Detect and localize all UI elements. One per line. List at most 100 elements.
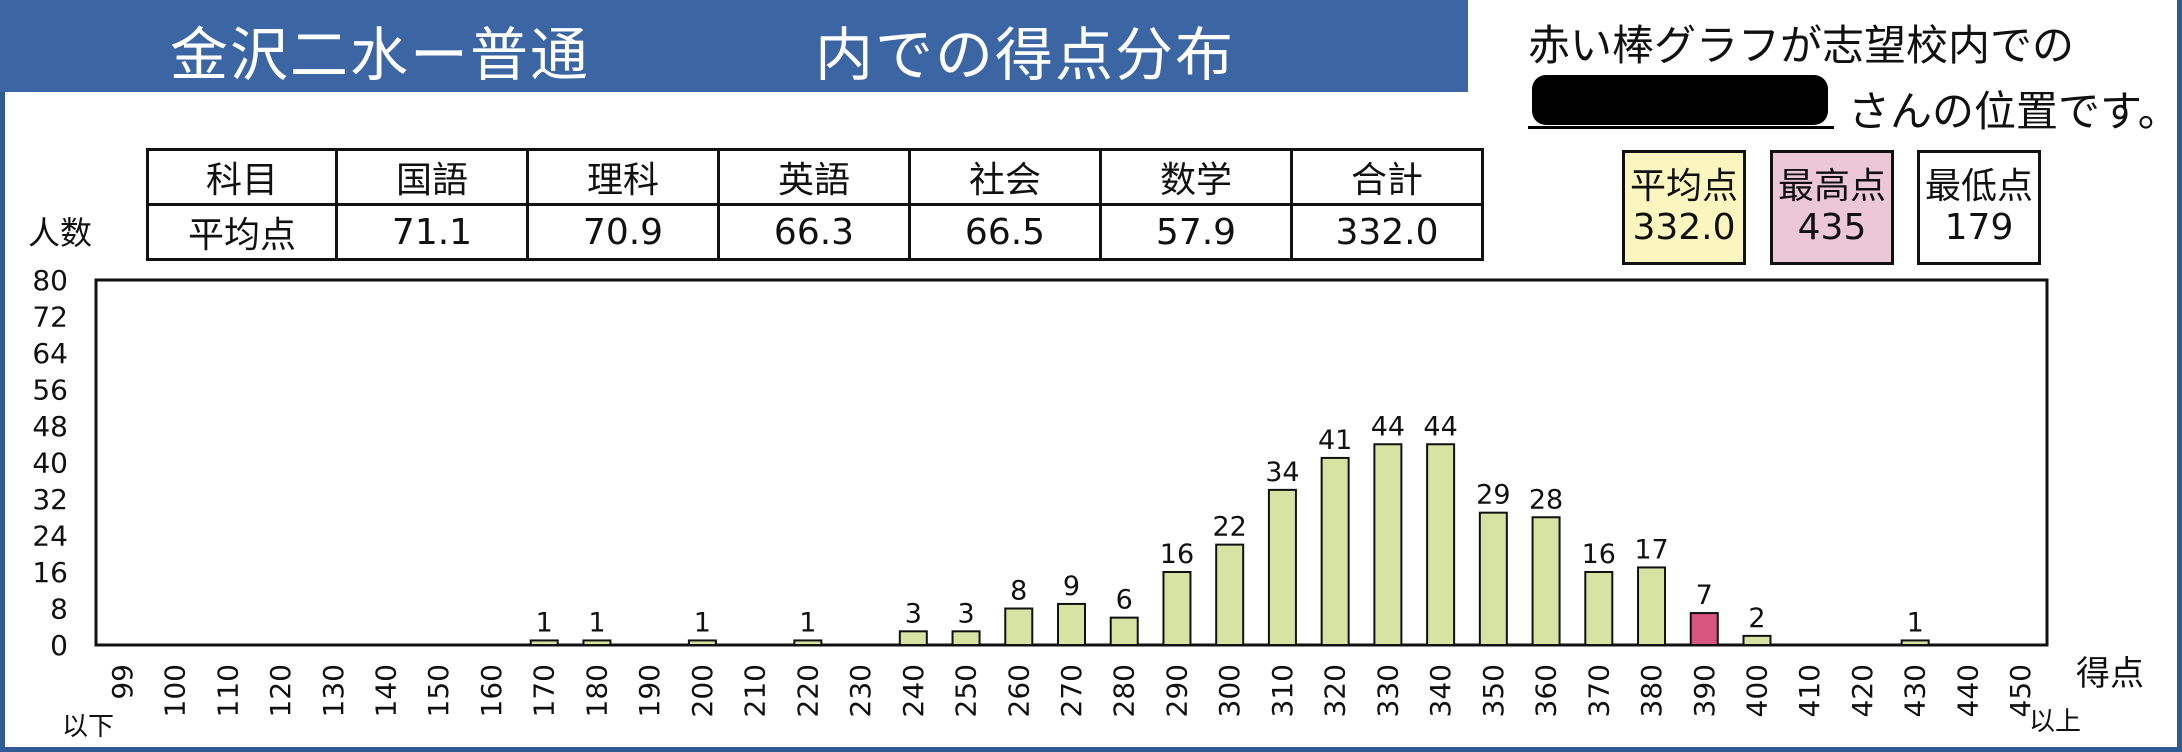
last-category-note: 以上: [2029, 707, 2081, 737]
y-tick-label: 56: [32, 374, 68, 407]
x-tick-label: 180: [580, 664, 613, 717]
x-tick-label: 220: [791, 664, 824, 717]
note-line1: 赤い棒グラフが志望校内での: [1528, 21, 2075, 70]
highest-score-label: 最高点: [1777, 166, 1886, 207]
bar: [1162, 571, 1192, 646]
bar: [1373, 443, 1403, 646]
bar: [1584, 571, 1614, 646]
y-tick-label: 40: [32, 447, 68, 480]
subject-name: 合計: [1290, 148, 1484, 206]
y-tick-label: 72: [32, 301, 68, 334]
bar: [951, 630, 981, 646]
bar-value-label: 17: [1634, 534, 1668, 565]
bar-value-label: 34: [1265, 457, 1299, 488]
y-tick-label: 48: [32, 410, 68, 443]
x-tick-label: 360: [1530, 664, 1563, 717]
x-tick-label: 280: [1108, 664, 1141, 717]
bar-value-label: 1: [1907, 607, 1924, 638]
x-tick-label: 240: [897, 664, 930, 717]
bar: [1004, 607, 1034, 646]
average-score-box: 平均点 332.0: [1622, 150, 1746, 265]
bar-value-label: 44: [1423, 411, 1457, 442]
bar-value-label: 1: [799, 607, 816, 638]
lowest-score-value: 179: [1944, 207, 2014, 248]
subject-average: 66.5: [908, 203, 1102, 261]
note-line2: さんの位置です。: [1848, 87, 2180, 136]
x-tick-label: 370: [1582, 664, 1615, 717]
x-tick-label: 320: [1319, 664, 1352, 717]
x-tick-label: 340: [1424, 664, 1457, 717]
average-score-label: 平均点: [1629, 166, 1738, 207]
bar: [1531, 516, 1561, 646]
bar: [1637, 566, 1667, 646]
bar: [1426, 443, 1456, 646]
y-tick-label: 32: [32, 483, 68, 516]
x-tick-label: 350: [1477, 664, 1510, 717]
bar-value-label: 29: [1476, 480, 1510, 511]
x-tick-label: 230: [844, 664, 877, 717]
subject-name: 数学: [1099, 148, 1293, 206]
bar-value-label: 1: [588, 607, 605, 638]
table-header-row: 科目 国語 理科 英語 社会 数学 合計: [146, 148, 1484, 206]
redacted-name: [1532, 75, 1828, 125]
subject-name: 理科: [526, 148, 720, 206]
y-tick-label: 80: [32, 264, 68, 297]
x-tick-label: 210: [739, 664, 772, 717]
table-row-label: 平均点: [146, 203, 338, 261]
x-tick-label: 250: [950, 664, 983, 717]
bar-value-label: 3: [905, 598, 922, 629]
y-tick-label: 8: [50, 593, 68, 626]
bar-value-label: 16: [1582, 539, 1616, 570]
subject-average: 70.9: [526, 203, 720, 261]
bar: [793, 639, 823, 646]
x-tick-label: 200: [686, 664, 719, 717]
x-tick-label: 380: [1635, 664, 1668, 717]
bar-value-label: 3: [957, 598, 974, 629]
subject-average-table: 科目 国語 理科 英語 社会 数学 合計 平均点 71.1 70.9 66.3 …: [146, 148, 1484, 261]
y-tick-label: 16: [32, 556, 68, 589]
subject-average: 66.3: [717, 203, 911, 261]
x-tick-label: 400: [1740, 664, 1773, 717]
x-tick-label: 300: [1213, 664, 1246, 717]
x-tick-label: 420: [1846, 664, 1879, 717]
x-tick-label: 140: [370, 664, 403, 717]
subject-average: 71.1: [335, 203, 529, 261]
title-bar: 金沢二水ー普通 内での得点分布: [0, 0, 1468, 92]
bar-value-label: 1: [694, 607, 711, 638]
bar-value-label: 28: [1529, 484, 1563, 515]
highest-score-value: 435: [1797, 207, 1867, 248]
x-tick-label: 290: [1160, 664, 1193, 717]
bar: [1057, 602, 1086, 646]
x-tick-label: 330: [1371, 664, 1404, 717]
bar-value-label: 9: [1063, 571, 1080, 602]
highest-score-box: 最高点 435: [1770, 150, 1894, 265]
bar: [898, 630, 928, 646]
x-tick-label: 110: [211, 664, 244, 717]
y-tick-label: 24: [32, 520, 68, 553]
x-tick-label: 100: [159, 664, 192, 717]
bar: [529, 639, 559, 646]
x-tick-label: 130: [317, 664, 350, 717]
bar: [1215, 543, 1245, 646]
table-header-label: 科目: [146, 148, 338, 206]
bar: [582, 639, 612, 646]
title-suffix: 内での得点分布: [815, 21, 1236, 89]
bar: [1109, 616, 1139, 646]
subject-average: 57.9: [1099, 203, 1293, 261]
x-tick-label: 270: [1055, 664, 1088, 717]
bar: [687, 639, 717, 646]
y-tick-label: 0: [50, 629, 68, 662]
bar-value-label: 41: [1318, 425, 1352, 456]
x-tick-label: 99: [106, 664, 139, 700]
bar-value-label: 8: [1010, 576, 1027, 607]
bar-value-label: 16: [1160, 539, 1194, 570]
bar-value-label: 44: [1371, 411, 1405, 442]
name-underline: [1528, 126, 1834, 129]
x-tick-label: 390: [1688, 664, 1721, 717]
x-tick-label: 440: [1951, 664, 1984, 717]
subject-name: 国語: [335, 148, 529, 206]
bar-value-label: 22: [1213, 512, 1247, 543]
lowest-score-box: 最低点 179: [1917, 150, 2041, 265]
subject-name: 社会: [908, 148, 1102, 206]
